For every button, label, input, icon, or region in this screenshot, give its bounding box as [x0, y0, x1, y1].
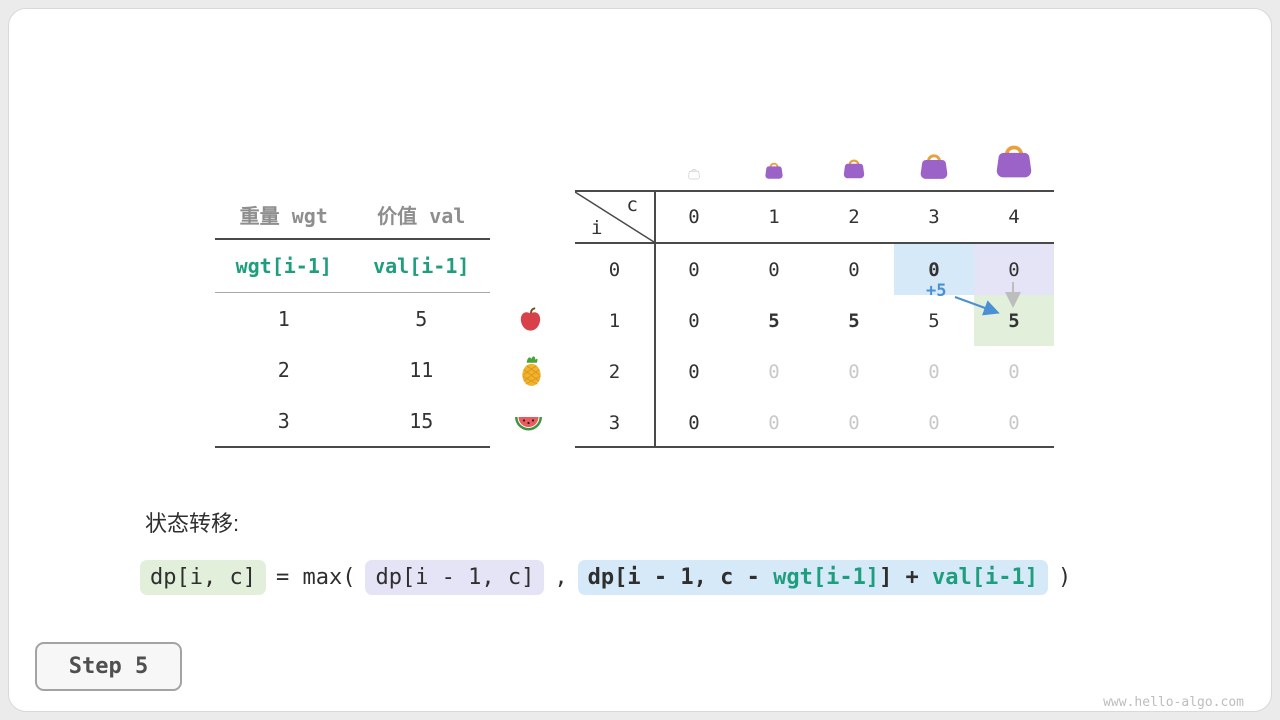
dp-table-row: 2 0 0 0 0 0: [575, 346, 1054, 397]
dp-cell: 5: [848, 309, 860, 332]
dp-table: c i 0 1 2 3 4 0 0 0 0 0 0 1 0 5 5 5 5 2 …: [575, 190, 1054, 448]
item-wgt-value: 1: [277, 306, 290, 331]
dp-cell: 0: [848, 411, 860, 434]
bag-icon-capacity-1: [765, 162, 783, 179]
item-table-formula-row: wgt[i-1] val[i-1]: [215, 240, 490, 293]
item-table-header-wgt: 重量 wgt: [239, 203, 328, 228]
dp-table-corner: c i: [575, 192, 654, 242]
dp-cell: 5: [928, 309, 940, 332]
dp-col-header: 1: [768, 206, 780, 228]
state-transition-formula: dp[i, c] = max( dp[i - 1, c] , dp[i - 1,…: [140, 560, 1071, 595]
dp-table-header-row: c i 0 1 2 3 4: [575, 192, 1054, 244]
dp-table-row: 1 0 5 5 5 5: [575, 295, 1054, 346]
dp-cell: 5: [768, 309, 780, 332]
bag-icon-capacity-2: [843, 159, 865, 179]
dp-cell: 0: [688, 360, 700, 383]
bag-icon-capacity-3: [920, 154, 948, 179]
dp-row-header: 3: [608, 411, 621, 434]
dp-cell: 0: [928, 360, 940, 383]
corner-col-label: c: [626, 194, 638, 216]
item-table-row: 1 5: [215, 293, 490, 344]
site-watermark: www.hello-algo.com: [1103, 695, 1244, 710]
corner-row-label: i: [591, 217, 603, 239]
dp-cell: 0: [688, 411, 700, 434]
item-wgt-value: 2: [277, 357, 290, 382]
item-table-row: 3 15: [215, 395, 490, 446]
formula-dp-current: dp[i, c]: [140, 560, 266, 595]
dp-cell: 0: [848, 258, 860, 281]
item-table-header-val: 价值 val: [377, 203, 466, 228]
plus-value-annotation: +5: [926, 281, 947, 301]
dp-col-header: 0: [688, 206, 700, 228]
dp-col-header: 2: [848, 206, 860, 228]
formula-take-val: val[i-1]: [932, 565, 1039, 590]
item-val-value: 11: [409, 357, 434, 382]
dp-cell: 0: [928, 411, 940, 434]
formula-take-part-b: ] +: [879, 565, 933, 590]
dp-cell: 0: [1008, 411, 1020, 434]
item-table-row: 2 11: [215, 344, 490, 395]
item-val-value: 5: [415, 306, 428, 331]
corner-diagonal-line: [575, 192, 654, 242]
dp-cell: 0: [688, 258, 700, 281]
dp-table-vertical-divider: [654, 192, 656, 446]
formula-option-take: dp[i - 1, c - wgt[i-1]] + val[i-1]: [577, 560, 1049, 595]
formula-take-part-a: dp[i - 1, c -: [587, 565, 774, 590]
dp-cell: 0: [768, 411, 780, 434]
dp-cell-target: 5: [1008, 309, 1020, 332]
state-transition-label: 状态转移:: [145, 511, 240, 536]
apple-icon: [520, 307, 541, 331]
item-table-formula-val: val[i-1]: [373, 254, 470, 278]
dp-cell: 0: [848, 360, 860, 383]
step-badge: Step 5: [35, 642, 182, 691]
formula-take-wgt: wgt[i-1]: [773, 565, 880, 590]
dp-table-row: 3 0 0 0 0 0: [575, 397, 1054, 448]
formula-close-paren: ): [1058, 565, 1072, 590]
item-table-formula-wgt: wgt[i-1]: [235, 254, 332, 278]
item-table-header-row: 重量 wgt 价值 val: [215, 190, 490, 240]
item-val-value: 15: [409, 408, 434, 433]
dp-cell: 0: [688, 309, 700, 332]
watermelon-icon: [515, 417, 542, 431]
dp-table-row: 0 0 0 0 0 0: [575, 244, 1054, 295]
item-table: 重量 wgt 价值 val wgt[i-1] val[i-1] 1 5 2 11…: [215, 190, 490, 448]
dp-cell: 0: [768, 258, 780, 281]
dp-cell: 0: [1008, 360, 1020, 383]
bag-icon-capacity-4: [996, 145, 1032, 178]
dp-cell: 0: [768, 360, 780, 383]
dp-row-header: 0: [608, 258, 621, 281]
dp-col-header: 3: [928, 206, 940, 228]
dp-cell-take-source: 0: [928, 258, 940, 281]
dp-row-header: 1: [608, 309, 621, 332]
dp-col-header: 4: [1008, 206, 1020, 228]
formula-comma: ,: [554, 565, 568, 590]
pineapple-icon: [522, 356, 541, 386]
highlight-skip-source-cell: [974, 244, 1054, 295]
formula-option-skip: dp[i - 1, c]: [365, 560, 545, 595]
dp-cell-skip-source: 0: [1008, 258, 1020, 281]
dp-row-header: 2: [608, 360, 621, 383]
highlight-take-source-cell: [894, 244, 974, 295]
bag-icon-capacity-0: [688, 168, 700, 180]
item-wgt-value: 3: [277, 408, 290, 433]
formula-equals-max: = max(: [275, 565, 356, 590]
